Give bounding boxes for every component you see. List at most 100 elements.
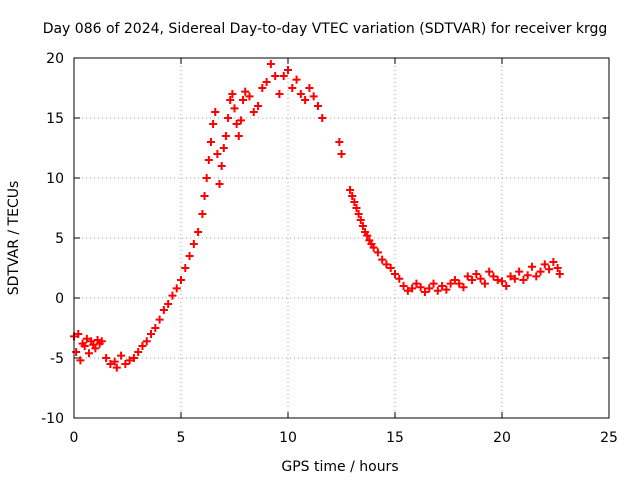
data-point [206, 138, 215, 146]
data-point [305, 84, 314, 92]
y-tick-label: -10 [41, 411, 64, 427]
data-point [82, 334, 91, 343]
data-point [168, 291, 177, 300]
data-point [134, 348, 143, 356]
data-point [391, 270, 399, 278]
data-point [129, 354, 138, 362]
data-point [232, 120, 241, 128]
data-point [228, 90, 237, 98]
data-point [266, 60, 275, 68]
data-point [403, 286, 412, 295]
data-point [335, 138, 344, 146]
x-tick-label: 25 [600, 430, 618, 446]
data-point [279, 72, 288, 80]
data-point [433, 286, 442, 295]
data-point [215, 180, 224, 188]
data-point [350, 198, 359, 206]
data-point [420, 288, 429, 296]
data-point [177, 276, 185, 284]
data-point [412, 279, 421, 288]
data-point [502, 282, 511, 290]
y-tick-label: 15 [46, 111, 64, 127]
data-point [102, 354, 111, 362]
data-point [226, 96, 235, 104]
data-point [408, 284, 417, 293]
data-point [313, 102, 322, 110]
data-point [117, 351, 126, 360]
data-point [527, 262, 536, 271]
data-point [352, 204, 361, 212]
data-point [519, 276, 528, 284]
data-point [202, 174, 211, 182]
data-point [358, 222, 367, 230]
x-tick-label: 5 [177, 430, 186, 446]
data-point [472, 270, 481, 278]
data-point [213, 150, 222, 158]
data-point [121, 360, 130, 368]
data-point [540, 260, 549, 269]
data-point [230, 104, 239, 113]
axis-ticks: 0 5 10 15 20 25 -10 -5 0 5 10 15 20 [41, 51, 618, 446]
data-point [446, 279, 455, 288]
data-point [555, 270, 564, 278]
data-point [510, 274, 519, 283]
data-point [450, 276, 459, 284]
data-point [198, 210, 207, 218]
data-point [301, 96, 310, 104]
data-point [386, 264, 395, 272]
data-point [536, 267, 545, 276]
data-point [159, 306, 168, 314]
data-point [309, 92, 318, 101]
data-point [480, 279, 489, 288]
data-point [275, 90, 284, 98]
data-point [142, 337, 151, 346]
chart-title: Day 086 of 2024, Sidereal Day-to-day VTE… [43, 21, 608, 37]
data-point [271, 72, 280, 80]
data-point [369, 243, 378, 252]
data-point [515, 267, 524, 276]
data-point [373, 248, 382, 257]
grid-lines [74, 58, 609, 418]
data-point [74, 330, 83, 338]
data-point [112, 363, 121, 372]
data-point [110, 357, 119, 366]
y-tick-label: 10 [46, 171, 64, 187]
data-point [498, 277, 506, 286]
data-point [356, 216, 365, 224]
y-tick-label: -5 [50, 351, 64, 367]
data-point [234, 132, 243, 140]
data-point [549, 258, 558, 266]
data-point [72, 348, 81, 356]
data-point [476, 274, 485, 283]
data-point [346, 186, 355, 194]
data-point [80, 342, 89, 350]
data-point [382, 260, 391, 269]
data-point [292, 75, 301, 84]
data-point [288, 84, 297, 92]
data-point [91, 344, 100, 353]
data-point [97, 337, 106, 346]
y-axis-label: SDTVAR / TECUs [6, 181, 22, 296]
data-point [221, 132, 230, 140]
data-point [138, 342, 147, 350]
data-point [245, 92, 254, 101]
data-point [258, 84, 267, 92]
data-point [164, 300, 173, 308]
data-point [442, 285, 451, 294]
y-tick-label: 5 [55, 231, 64, 247]
data-point [485, 267, 494, 276]
data-point [363, 231, 372, 240]
data-point [181, 264, 190, 272]
x-tick-label: 0 [70, 430, 79, 446]
data-point [217, 162, 226, 170]
y-tick-label: 20 [46, 51, 64, 67]
data-point [318, 114, 327, 122]
data-point [284, 66, 292, 74]
data-point [523, 271, 532, 280]
data-point [489, 272, 498, 281]
data-points [70, 60, 564, 372]
data-point [296, 90, 305, 98]
data-point [147, 330, 156, 338]
data-point [425, 284, 434, 293]
